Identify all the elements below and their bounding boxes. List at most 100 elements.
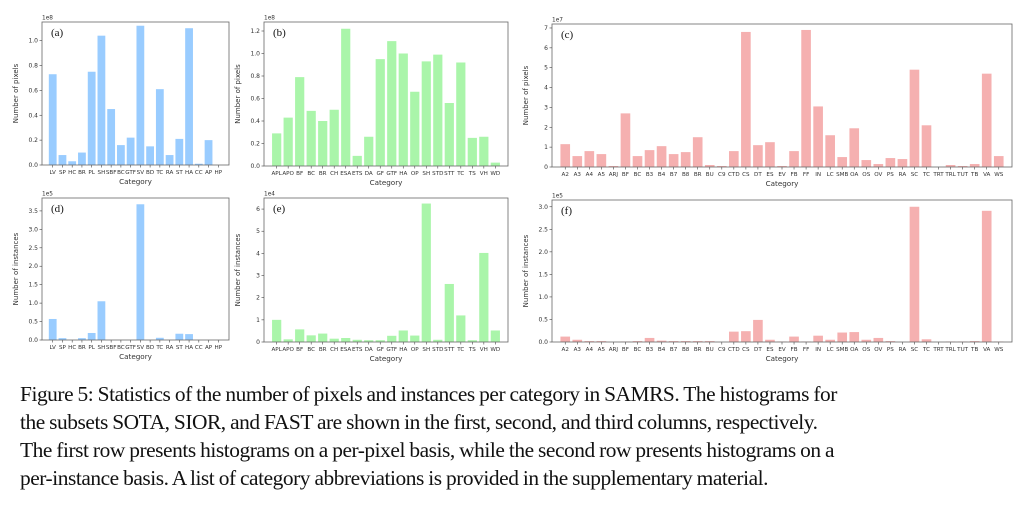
caption-line-3: The first row presents histograms on a p… — [20, 438, 835, 462]
y-tick-label: 1.5 — [538, 271, 548, 278]
x-tick-label: BC — [634, 347, 642, 353]
x-tick-label: WD — [490, 347, 500, 353]
bar-B8 — [680, 152, 691, 167]
bar-SH — [421, 203, 431, 342]
y-tick-label: 0.8 — [28, 63, 38, 70]
y-axis-label: Number of instances — [234, 233, 242, 306]
bar-A3 — [572, 339, 583, 342]
x-tick-label: WS — [994, 347, 1004, 353]
bar-B8 — [680, 341, 691, 342]
x-tick-label: A2 — [562, 347, 569, 353]
bar-SC — [909, 206, 920, 342]
bar-B3 — [644, 150, 655, 167]
bar-BF — [295, 329, 305, 342]
bar-OP — [410, 91, 420, 166]
y-tick-label: 2.0 — [28, 263, 38, 270]
x-axis-label: Category — [766, 179, 800, 188]
y-tick-label: 0.5 — [538, 316, 548, 323]
bar-VA — [981, 73, 992, 167]
bar-A5 — [596, 341, 607, 342]
x-tick-label: HA — [399, 171, 407, 177]
y-axis-label: Number of instances — [522, 234, 530, 307]
x-axis-label: Category — [370, 178, 404, 187]
y-tick-label: 0.0 — [250, 163, 260, 170]
bar-GF — [375, 59, 385, 166]
y-tick-label: 3.5 — [28, 208, 38, 215]
x-axis-label: Category — [766, 354, 800, 363]
panel-label: (a) — [51, 27, 64, 39]
bar-SP — [58, 338, 67, 340]
axis-scale-label: 1e5 — [42, 192, 53, 198]
x-tick-label: RA — [166, 345, 174, 351]
y-tick-label: 1 — [256, 317, 260, 324]
bar-FF — [801, 29, 811, 168]
bar-SH — [97, 301, 106, 340]
x-tick-label: BR — [78, 170, 86, 176]
panel-label: (b) — [273, 27, 286, 39]
x-tick-label: OP — [411, 347, 419, 353]
bar-LC — [825, 135, 835, 167]
bar-BR — [78, 338, 86, 340]
bar-ES — [765, 339, 775, 342]
x-tick-label: DA — [365, 347, 373, 353]
bar-BR — [318, 121, 328, 166]
x-tick-label: SMB — [836, 347, 848, 353]
bar-OA — [849, 332, 860, 342]
bar-OV — [873, 337, 884, 342]
x-tick-label: C9 — [718, 172, 726, 178]
x-tick-label: A5 — [598, 347, 606, 353]
bar-PS — [885, 158, 896, 167]
bar-STD — [433, 54, 443, 166]
x-tick-label: BU — [706, 347, 714, 353]
x-tick-label: STT — [444, 347, 455, 353]
x-tick-label: FF — [803, 172, 809, 178]
bar-OA — [849, 128, 860, 167]
axis-scale-label: 1e4 — [264, 192, 275, 198]
bar-A2 — [560, 336, 571, 342]
x-tick-label: LV — [50, 170, 57, 176]
x-tick-label: TB — [970, 172, 978, 178]
bar-DA — [364, 136, 374, 166]
x-tick-label: SV — [137, 345, 145, 351]
bar-BD — [146, 146, 155, 165]
bar-BC — [306, 335, 316, 342]
x-tick-label: BC — [634, 172, 642, 178]
bar-TC — [921, 125, 932, 167]
x-tick-label: B7 — [670, 347, 678, 353]
bar-HA — [185, 334, 193, 340]
bar-BF — [295, 77, 305, 166]
x-tick-label: FF — [803, 347, 809, 353]
x-tick-label: LV — [50, 345, 57, 351]
x-tick-label: PL — [88, 345, 95, 351]
x-tick-label: APO — [282, 171, 294, 177]
y-tick-label: 6 — [544, 45, 548, 52]
bar-SC — [909, 69, 920, 167]
x-tick-label: FB — [791, 172, 798, 178]
x-tick-label: STD — [432, 347, 443, 353]
x-tick-label: BD — [146, 170, 154, 176]
x-tick-label: GTF — [125, 345, 136, 351]
bar-BR — [692, 137, 703, 167]
x-tick-label: BC — [307, 171, 315, 177]
x-tick-label: BU — [706, 172, 714, 178]
x-tick-label: HA — [185, 345, 193, 351]
bar-BC — [116, 145, 125, 165]
x-tick-label: B7 — [670, 172, 678, 178]
bar-RA — [165, 155, 174, 165]
bar-TUT — [957, 166, 968, 167]
x-tick-label: CH — [330, 347, 338, 353]
bar-CTD — [729, 331, 739, 342]
bar-TS — [467, 137, 477, 166]
y-tick-label: 0.5 — [28, 319, 38, 326]
x-tick-label: ETS — [352, 347, 363, 353]
bar-SMB — [837, 332, 848, 342]
y-tick-label: 3.0 — [28, 226, 38, 233]
x-tick-label: TRT — [932, 172, 944, 178]
x-tick-label: IN — [815, 172, 821, 178]
bar-APO — [283, 339, 293, 342]
bar-APL — [272, 319, 282, 342]
x-tick-label: DA — [365, 171, 373, 177]
bar-BC — [632, 156, 643, 167]
x-tick-label: AP — [205, 345, 213, 351]
bar-CC — [194, 163, 203, 165]
